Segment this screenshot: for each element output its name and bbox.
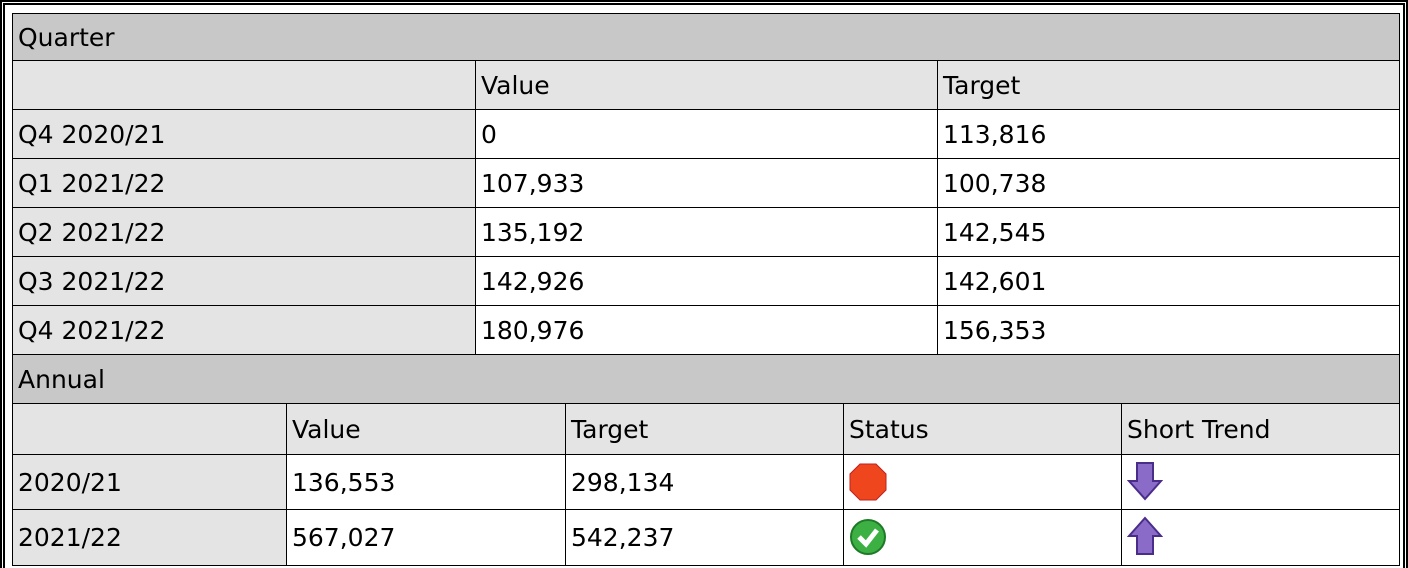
icon-cell [1121,509,1400,566]
value-cell: 135,192 [475,207,939,258]
section-header: Quarter [12,13,1400,62]
value-cell: 298,134 [565,454,845,511]
column-header: Value [286,403,567,456]
value-cell: 180,976 [475,305,939,356]
icon-cell [843,509,1123,566]
column-header: Value [475,60,939,111]
row-label: Q4 2021/22 [12,305,477,356]
corner-cell [12,60,477,111]
status-stop-icon [849,463,887,501]
value-cell: 100,738 [937,158,1400,209]
section-header: Annual [12,354,1400,405]
value-cell: 136,553 [286,454,567,511]
value-cell: 142,601 [937,256,1400,307]
value-cell: 142,926 [475,256,939,307]
trend-up-icon [1127,516,1163,555]
icon-cell [1121,454,1400,511]
column-header: Target [565,403,845,456]
value-cell: 567,027 [286,509,567,566]
status-ok-icon [850,519,886,555]
icon-cell [843,454,1123,511]
value-cell: 156,353 [937,305,1400,356]
row-label: 2021/22 [12,509,288,566]
row-label: Q1 2021/22 [12,158,477,209]
row-label: Q4 2020/21 [12,109,477,160]
row-label: 2020/21 [12,454,288,511]
value-cell: 142,545 [937,207,1400,258]
column-header: Status [843,403,1123,456]
value-cell: 107,933 [475,158,939,209]
column-header: Short Trend [1121,403,1400,456]
value-cell: 542,237 [565,509,845,566]
row-label: Q2 2021/22 [12,207,477,258]
value-cell: 113,816 [937,109,1400,160]
row-label: Q3 2021/22 [12,256,477,307]
value-cell: 0 [475,109,939,160]
column-header: Target [937,60,1400,111]
trend-down-icon [1127,462,1163,501]
corner-cell [12,403,288,456]
